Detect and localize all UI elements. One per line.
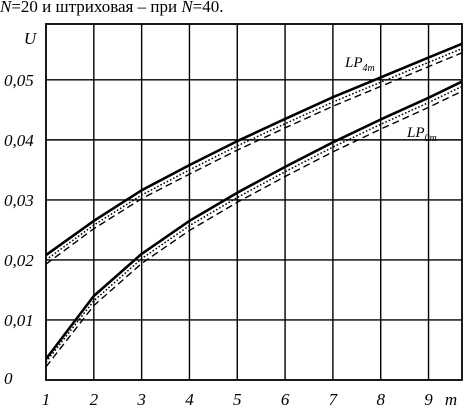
caption-var-2: N	[181, 0, 193, 16]
series-label-lp0m: LP0m	[406, 125, 437, 144]
caption-var-1: N	[0, 0, 12, 16]
x-tick-label-6: 6	[281, 390, 290, 409]
y-tick-label-2: 0,02	[4, 251, 34, 270]
grid	[45, 23, 463, 381]
series-label-subscript: 4m	[363, 63, 375, 74]
x-tick-label-2: 2	[90, 390, 99, 409]
series-group	[44, 42, 463, 368]
series-line-variant-dashed-5	[45, 90, 463, 368]
x-tick-label-5: 5	[233, 390, 242, 409]
x-tick-label-3: 3	[136, 390, 146, 409]
y-tick-label-4: 0,04	[4, 131, 34, 150]
y-tick-label-3: 0,03	[4, 191, 34, 210]
x-tick-label-9: 9	[424, 390, 433, 409]
x-tick-label-7: 7	[329, 390, 339, 409]
series-label-main: LP	[406, 125, 425, 141]
series-label-lp4m: LP4m	[344, 55, 375, 74]
y-axis-label: U	[24, 29, 38, 48]
x-axis-label: m	[445, 390, 457, 409]
caption-text-1: =20 и штриховая – при	[11, 0, 182, 16]
series-line-variant-dotted-1	[45, 47, 463, 261]
plot-frame	[45, 23, 463, 381]
series-line-lp0m	[44, 80, 463, 360]
series-line-lp4m	[45, 42, 463, 257]
x-tick-label-1: 1	[42, 390, 51, 409]
x-tick-label-8: 8	[376, 390, 385, 409]
y-tick-label-5: 0,05	[4, 71, 34, 90]
x-tick-label-4: 4	[185, 390, 194, 409]
y-tick-label-1: 0,01	[4, 311, 34, 330]
caption-text-2: =40.	[192, 0, 224, 16]
series-label-main: LP	[344, 55, 363, 71]
figure-caption: N=20 и штриховая – при N=40.	[0, 0, 224, 17]
y-tick-label-0: 0	[4, 369, 13, 388]
series-line-variant-dotted-4	[45, 85, 463, 363]
series-label-subscript: 0m	[425, 133, 437, 144]
series-line-variant-dashed-2	[45, 52, 463, 265]
